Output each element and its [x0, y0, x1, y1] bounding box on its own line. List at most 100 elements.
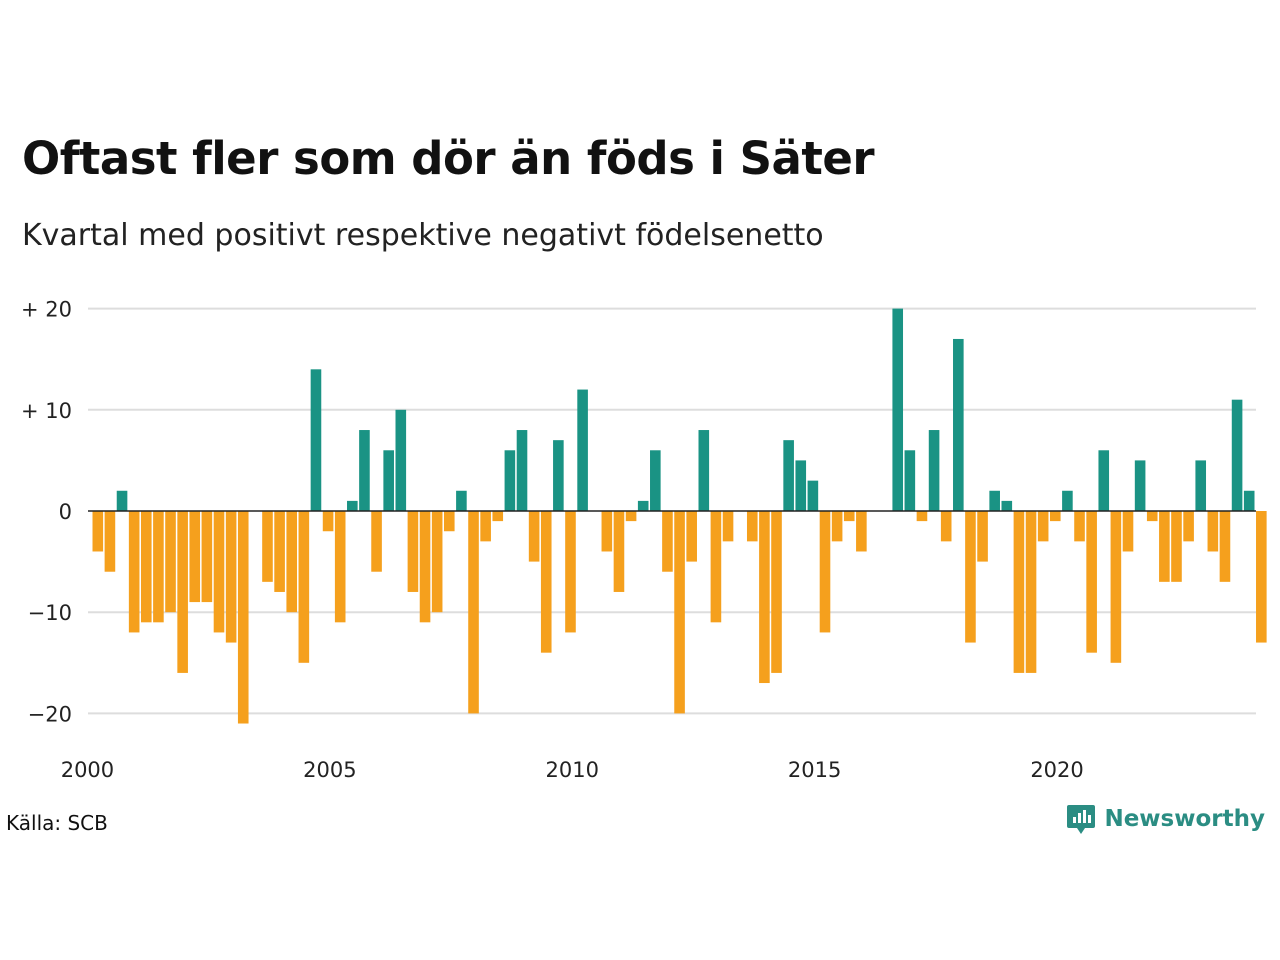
x-tick-label: 2020 [1030, 758, 1083, 782]
bar [674, 511, 685, 714]
chart-title: Oftast fler som dör än föds i Säter [22, 132, 875, 185]
bar [698, 430, 710, 511]
x-tick-label: 2010 [546, 758, 599, 782]
bar [637, 500, 649, 511]
bar [153, 511, 164, 623]
bar [1062, 490, 1073, 511]
bar [359, 430, 370, 511]
bar [807, 480, 819, 511]
bar [1074, 511, 1085, 542]
bar [310, 369, 322, 511]
bar [128, 511, 140, 633]
bar [237, 511, 249, 724]
bar [540, 511, 552, 653]
bar [443, 511, 455, 532]
bar [274, 511, 285, 592]
bar [771, 511, 782, 673]
bar [662, 511, 673, 572]
bar [1001, 500, 1013, 511]
y-tick-label: + 20 [21, 298, 72, 322]
bar [1231, 399, 1243, 511]
bar [977, 511, 988, 562]
y-tick-label: −10 [28, 601, 72, 625]
bar [177, 511, 188, 673]
bar [468, 511, 479, 714]
bar [565, 511, 576, 633]
source-note: Källa: SCB [6, 811, 108, 835]
bar [965, 511, 976, 643]
bar [225, 511, 237, 643]
bar [746, 511, 758, 542]
bar [613, 511, 625, 592]
y-tick-label: 0 [59, 500, 72, 524]
bar [140, 511, 152, 623]
bar [528, 511, 540, 562]
bar [456, 490, 467, 511]
bar [419, 511, 431, 623]
x-tick-label: 2015 [788, 758, 841, 782]
bar [916, 511, 928, 522]
bar [722, 511, 734, 542]
bar [1159, 511, 1170, 582]
bar [843, 511, 855, 522]
bar [1013, 511, 1025, 673]
bar [407, 511, 419, 592]
bar [516, 430, 528, 511]
bar [1183, 511, 1194, 542]
bar [395, 409, 407, 511]
bar [116, 490, 128, 511]
bar [1098, 450, 1110, 511]
bar [189, 511, 201, 603]
bar [347, 500, 358, 511]
y-tick-label: + 10 [21, 399, 72, 423]
bar [601, 511, 613, 552]
bar [1037, 511, 1049, 542]
bar [1256, 511, 1267, 643]
x-tick-label: 2005 [303, 758, 356, 782]
bar [431, 511, 443, 613]
bar [553, 440, 564, 511]
bar [1025, 511, 1037, 673]
brand-name: Newsworthy [1104, 806, 1265, 832]
bar [625, 511, 637, 522]
bar [371, 511, 382, 572]
bar [213, 511, 225, 633]
bar [1195, 460, 1207, 511]
bar [795, 460, 807, 511]
bar [940, 511, 952, 542]
bar [298, 511, 310, 663]
bar [759, 511, 770, 684]
bar [577, 389, 588, 511]
bar [322, 511, 334, 532]
bar [504, 450, 516, 511]
bar [165, 511, 176, 613]
bar [1219, 511, 1231, 582]
y-tick-label: −20 [28, 702, 72, 726]
newsworthy-logo-icon [1067, 805, 1096, 834]
bar [334, 511, 346, 623]
bar [1086, 511, 1097, 653]
bar [286, 511, 298, 613]
bar [783, 440, 794, 511]
bar [1207, 511, 1219, 552]
bar [831, 511, 843, 542]
bar [989, 490, 1000, 511]
bar [650, 450, 661, 511]
bar [819, 511, 831, 633]
brand-logo: Newsworthy [1066, 803, 1265, 835]
x-tick-label: 2000 [61, 758, 114, 782]
bar [92, 511, 104, 552]
bar [262, 511, 273, 582]
bar [1146, 511, 1158, 522]
bar [928, 430, 940, 511]
bar [104, 511, 116, 572]
bar [904, 450, 916, 511]
bar [1049, 511, 1061, 522]
bar [480, 511, 491, 542]
bar [1243, 490, 1255, 511]
bar [953, 338, 964, 511]
bar [856, 511, 867, 552]
bar [686, 511, 697, 562]
bar [492, 511, 504, 522]
